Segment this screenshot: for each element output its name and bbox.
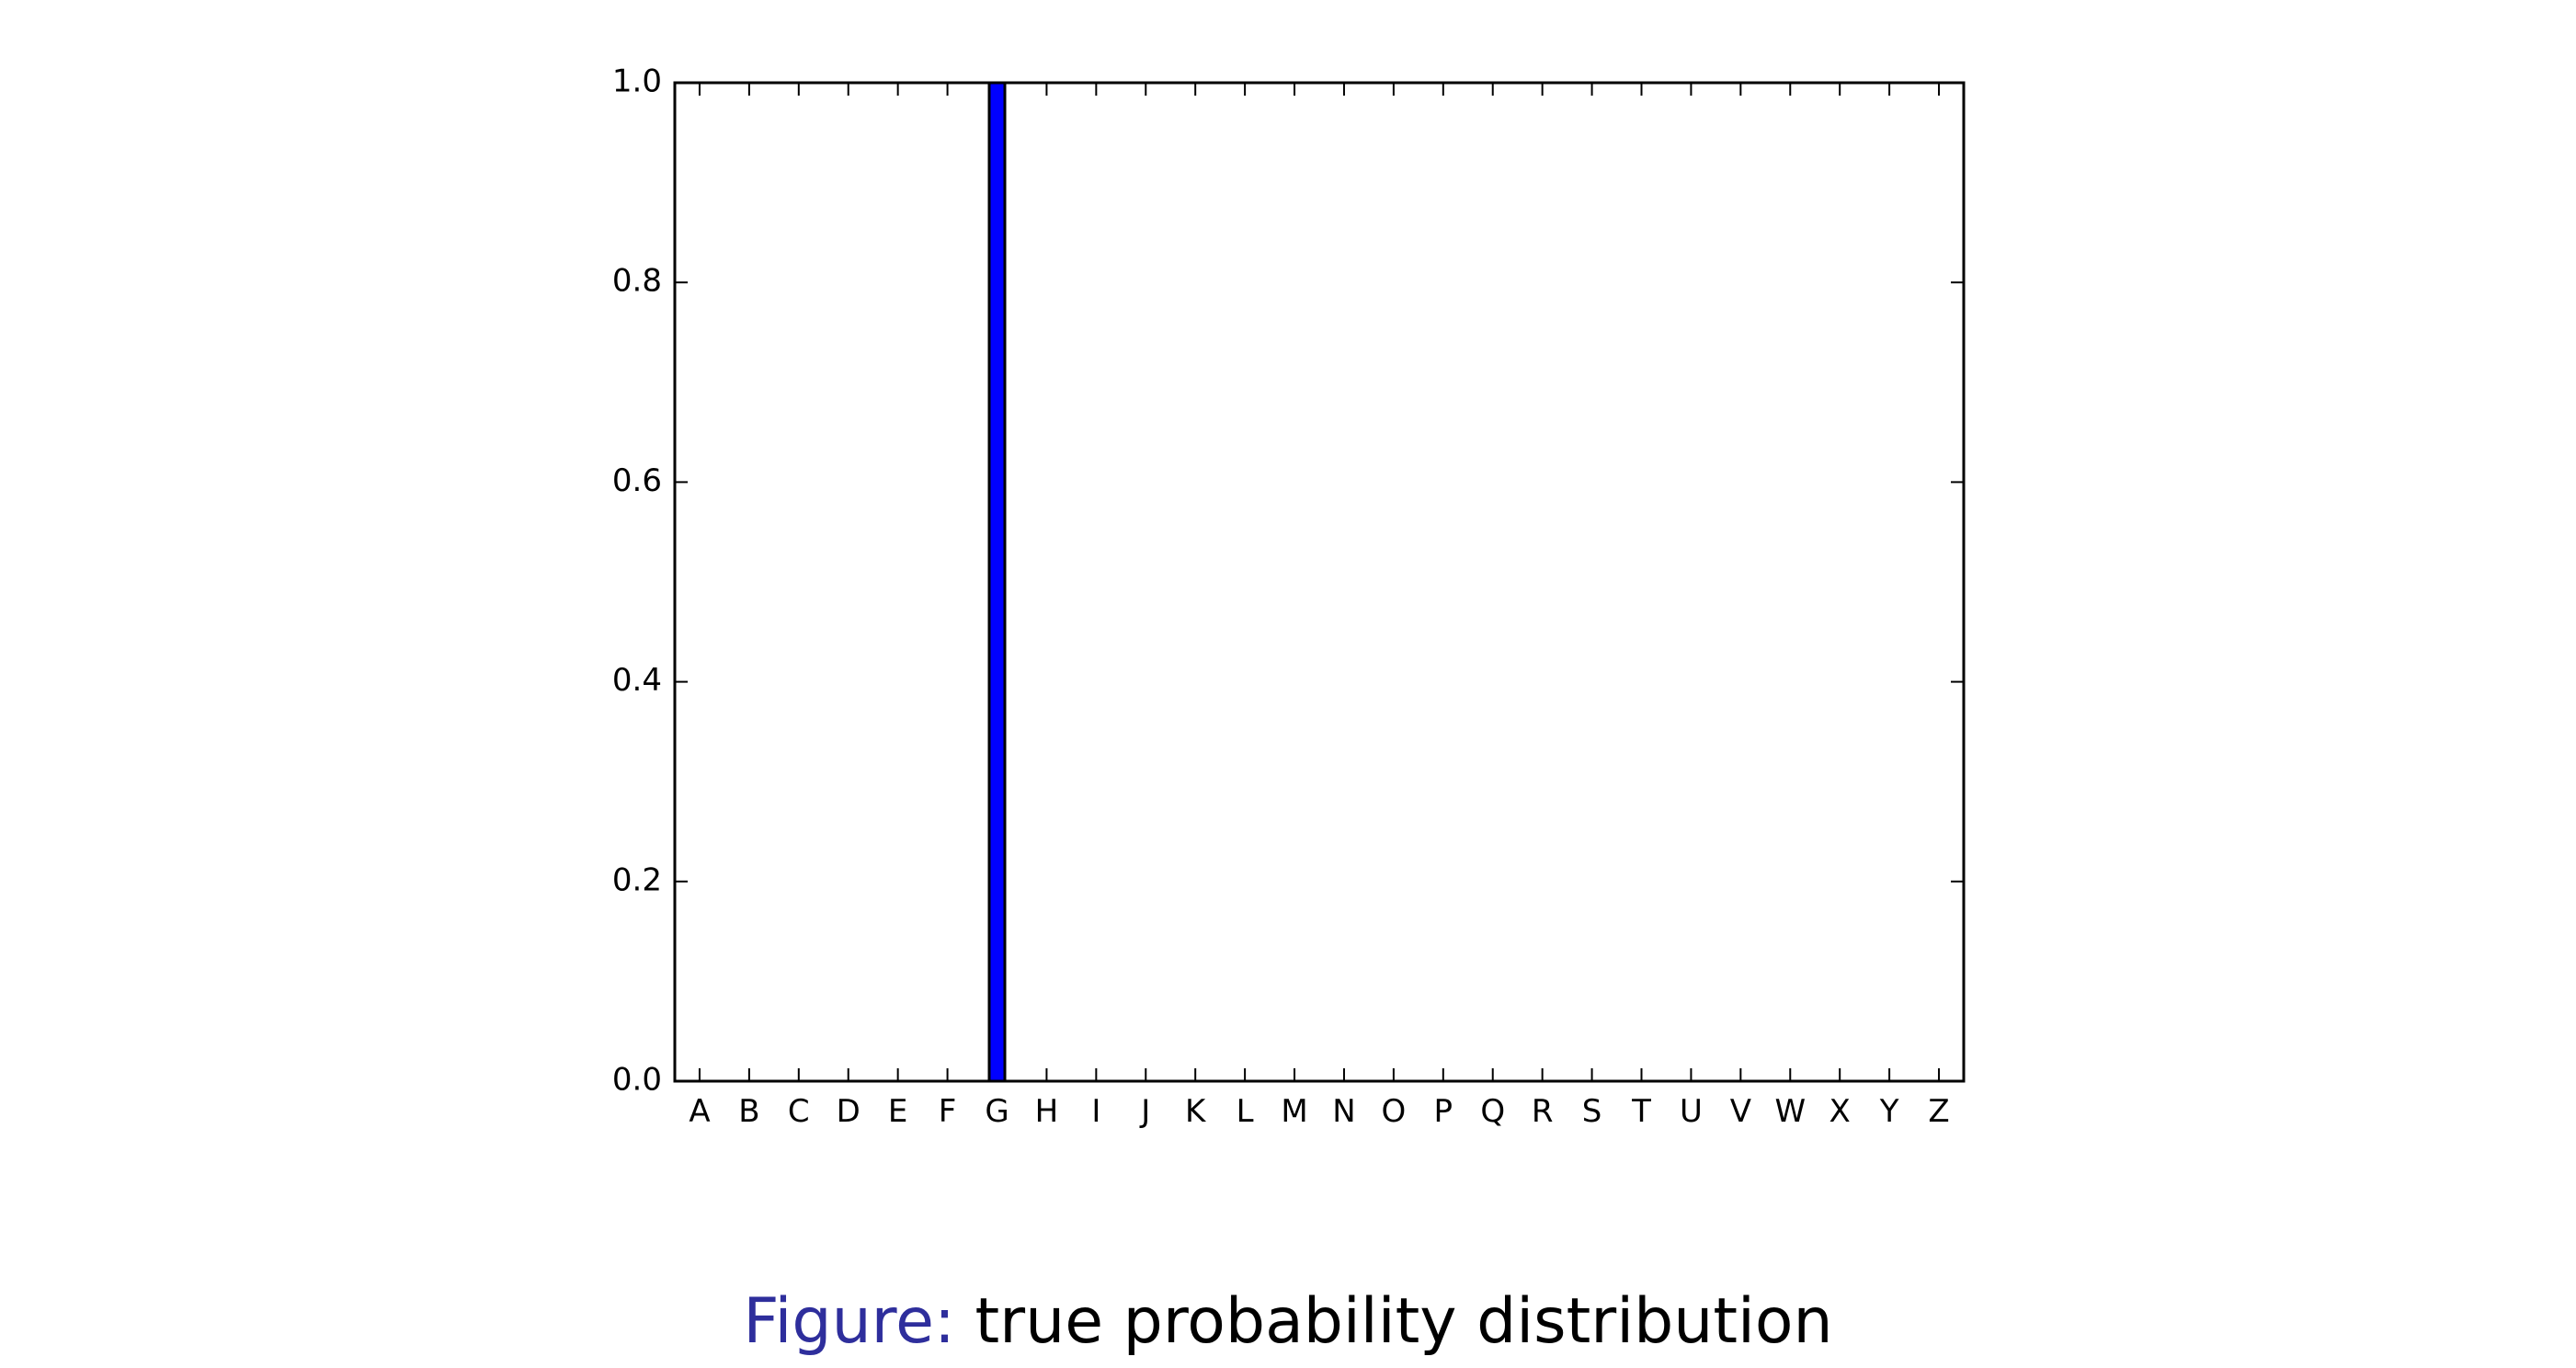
y-tick-label: 1.0 — [612, 63, 662, 100]
bar-G — [987, 81, 1007, 1083]
x-tick-label: D — [837, 1093, 861, 1130]
x-tick-label: A — [689, 1093, 710, 1130]
x-tick-label: T — [1631, 1093, 1651, 1130]
y-tick-label: 0.8 — [612, 263, 662, 300]
x-tick-label: C — [788, 1093, 810, 1130]
x-tick-label: N — [1332, 1093, 1355, 1130]
y-axis: 0.0 0.2 0.4 0.6 0.8 1.0 — [612, 63, 1964, 1099]
x-tick-label: O — [1382, 1093, 1407, 1130]
y-tick-label: 0.0 — [612, 1062, 662, 1099]
caption-prefix: Figure: — [743, 1285, 955, 1358]
x-tick-label: U — [1680, 1093, 1703, 1130]
x-tick-label: R — [1532, 1093, 1554, 1130]
x-tick-label: V — [1730, 1093, 1751, 1130]
caption-text: true probability distribution — [954, 1285, 1833, 1358]
x-tick-label: W — [1774, 1093, 1806, 1130]
x-tick-label: H — [1035, 1093, 1059, 1130]
x-tick-label: E — [888, 1093, 907, 1130]
x-tick-label: Y — [1879, 1093, 1899, 1130]
x-tick-label: F — [939, 1093, 957, 1130]
y-tick-label: 0.4 — [612, 662, 662, 699]
plot-frame — [673, 81, 1966, 1083]
x-tick-label: J — [1139, 1093, 1150, 1130]
x-tick-label: Z — [1928, 1093, 1949, 1130]
x-tick-label: G — [985, 1093, 1009, 1130]
x-tick-label: M — [1281, 1093, 1307, 1130]
y-tick-label: 0.6 — [612, 462, 662, 499]
x-tick-label: B — [738, 1093, 759, 1130]
figure-caption: Figure: true probability distribution — [0, 1285, 2576, 1359]
x-tick-label: S — [1582, 1093, 1602, 1130]
x-tick-label: L — [1237, 1093, 1254, 1130]
x-tick-label: X — [1829, 1093, 1851, 1130]
x-tick-label: Q — [1480, 1093, 1505, 1130]
bars — [987, 81, 1007, 1083]
x-tick-label: K — [1185, 1093, 1207, 1130]
y-tick-label: 0.2 — [612, 861, 662, 898]
x-tick-label: P — [1434, 1093, 1453, 1130]
x-tick-label: I — [1091, 1093, 1100, 1130]
